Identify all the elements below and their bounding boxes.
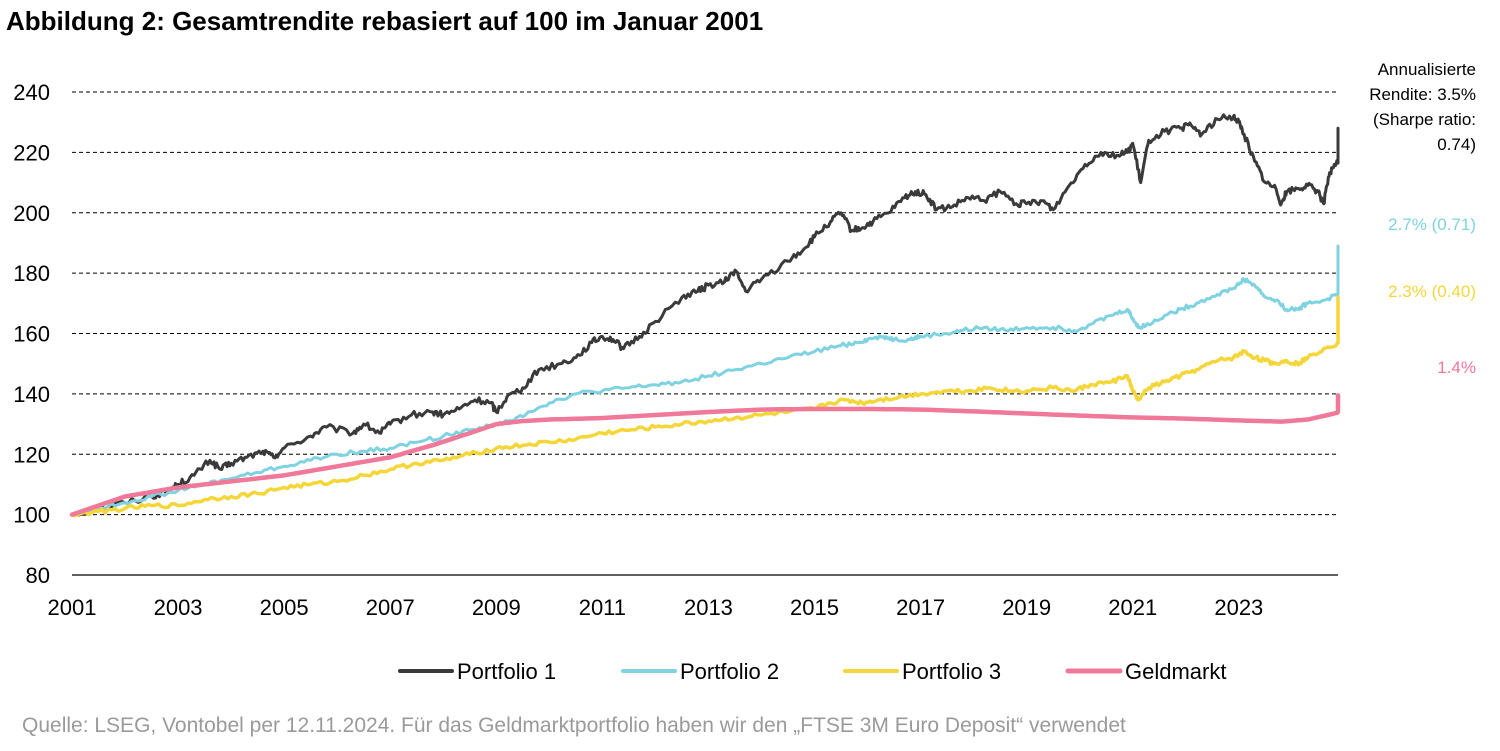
x-tick-label: 2003 <box>154 595 203 620</box>
annotations: Annualisierte Rendite: 3.5% (Sharpe ratio:… <box>1369 60 1476 377</box>
x-tick-label: 2007 <box>366 595 415 620</box>
x-tick-label: 2017 <box>896 595 945 620</box>
y-tick-label: 240 <box>13 80 50 105</box>
x-tick-label: 2001 <box>48 595 97 620</box>
series-line-portfolio-3 <box>70 295 1340 518</box>
annotation-geldmarkt: 1.4% <box>1437 358 1476 377</box>
y-tick-label: 80 <box>26 563 50 588</box>
x-tick-label: 2015 <box>790 595 839 620</box>
axes: 2001 2003 2005 2007 2009 2011 2013 2015 2017 2019… <box>48 574 1338 620</box>
legend-label: Geldmarkt <box>1125 659 1226 684</box>
x-tick-label: 2023 <box>1214 595 1263 620</box>
annotation-portfolio-1: Rendite: 3.5% <box>1369 85 1476 104</box>
series-lines <box>69 113 1341 518</box>
y-tick-label: 220 <box>13 140 50 165</box>
series-line-portfolio-1 <box>70 113 1340 517</box>
annotation-portfolio-1: Annualisierte <box>1378 60 1476 79</box>
y-tick-label: 120 <box>13 442 50 467</box>
annotation-portfolio-1: (Sharpe ratio: <box>1373 110 1476 129</box>
legend-label: Portfolio 1 <box>457 659 556 684</box>
legend-label: Portfolio 3 <box>902 659 1001 684</box>
gridlines: 80 100 120 140 160 180 200 220 240 <box>13 80 1338 588</box>
x-tick-label: 2019 <box>1002 595 1051 620</box>
source-note: Quelle: LSEG, Vontobel per 12.11.2024. F… <box>22 714 1126 737</box>
x-tick-label: 2021 <box>1108 595 1157 620</box>
x-tick-label: 2005 <box>260 595 309 620</box>
y-tick-label: 140 <box>13 382 50 407</box>
y-tick-label: 200 <box>13 201 50 226</box>
series-line-geldmarkt <box>69 393 1341 517</box>
legend: Portfolio 1 Portfolio 2 Portfolio 3 Geldmar… <box>398 659 1226 684</box>
y-tick-label: 160 <box>13 322 50 347</box>
y-tick-label: 100 <box>13 503 50 528</box>
x-tick-label: 2009 <box>472 595 521 620</box>
annotation-portfolio-2: 2.7% (0.71) <box>1388 215 1476 234</box>
series-line-portfolio-2 <box>70 244 1340 517</box>
x-tick-label: 2011 <box>579 595 626 620</box>
annotation-portfolio-3: 2.3% (0.40) <box>1388 282 1476 301</box>
chart-title: Abbildung 2: Gesamtrendite rebasiert auf… <box>6 6 763 36</box>
legend-label: Portfolio 2 <box>680 659 779 684</box>
y-tick-label: 180 <box>13 261 50 286</box>
annotation-portfolio-1: 0.74) <box>1437 135 1476 154</box>
x-tick-label: 2013 <box>684 595 733 620</box>
